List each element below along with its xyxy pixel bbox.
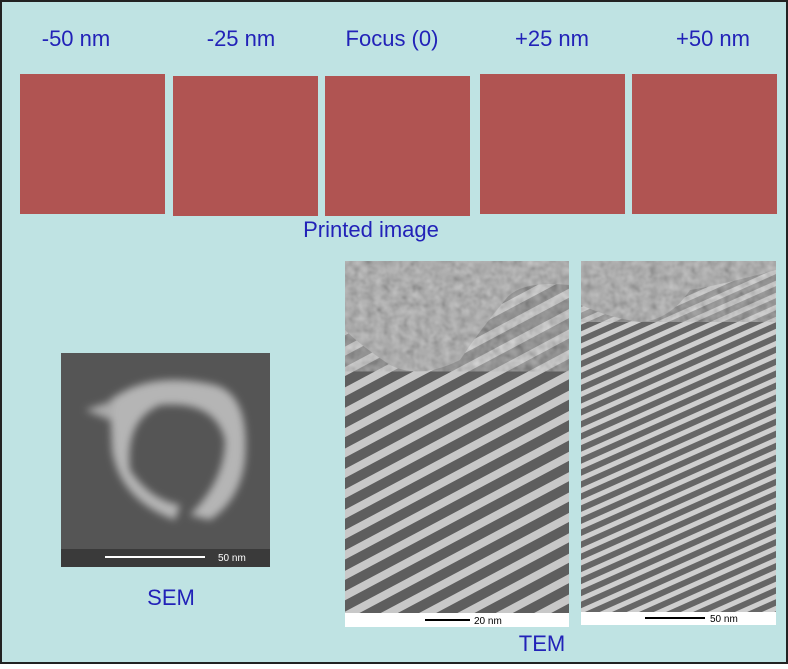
focus-label: +25 nm xyxy=(515,26,589,51)
printed-image-label: Printed image xyxy=(303,217,439,242)
printed-square xyxy=(173,76,318,216)
focus-label: +50 nm xyxy=(676,26,750,51)
figure: -50 nm -25 nm Focus (0) +25 nm +50 nm Pr… xyxy=(0,0,788,664)
printed-square xyxy=(325,76,470,216)
sem-label: SEM xyxy=(147,585,195,610)
focus-label: -25 nm xyxy=(207,26,275,51)
focus-label: -50 nm xyxy=(42,26,110,51)
tem-image-2: 50 nm xyxy=(581,261,776,625)
tem-scale-label: 20 nm xyxy=(474,616,502,627)
focus-label: Focus (0) xyxy=(346,26,439,51)
tem-label: TEM xyxy=(519,631,565,656)
printed-square xyxy=(20,74,165,214)
printed-square xyxy=(480,74,625,214)
tem-scale-label: 50 nm xyxy=(710,614,738,625)
page: -50 nm -25 nm Focus (0) +25 nm +50 nm Pr… xyxy=(0,0,788,664)
printed-squares xyxy=(20,74,777,216)
sem-image: 50 nm xyxy=(61,353,270,567)
printed-square xyxy=(632,74,777,214)
tem-image-1: 20 nm xyxy=(345,261,569,627)
sem-scale-label: 50 nm xyxy=(218,553,246,564)
